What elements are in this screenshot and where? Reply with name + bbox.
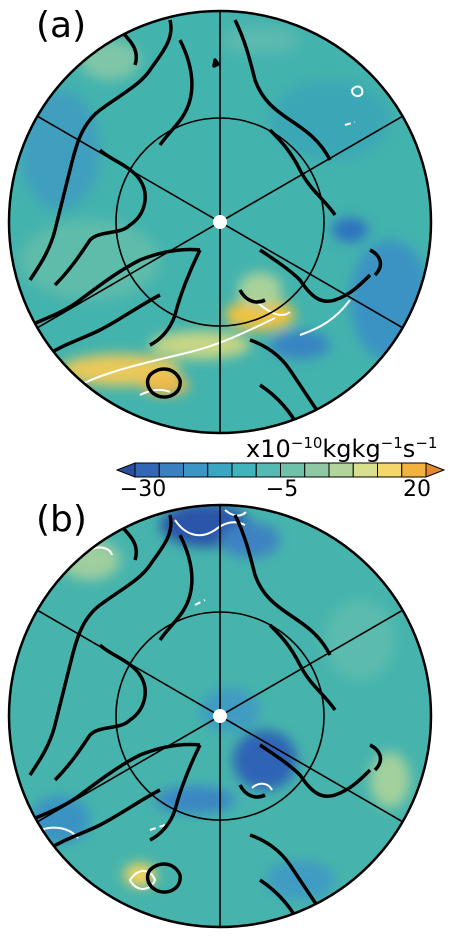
map-panel-a xyxy=(7,9,433,435)
coastlines-b xyxy=(19,514,383,926)
colorbar-cell xyxy=(377,462,403,478)
colorbar-cell xyxy=(255,462,281,478)
map-boundary-a xyxy=(7,9,433,435)
map-boundary-b xyxy=(7,503,433,929)
colorbar-tick-label: 20 xyxy=(403,477,431,502)
colorbar-tick-label: −30 xyxy=(120,477,166,502)
colorbar-cell xyxy=(183,462,209,478)
contours-a xyxy=(79,85,364,396)
colorbar: x10−10kgkg−1s−1 −30 −5 20 xyxy=(115,434,446,502)
colorbar-cell xyxy=(134,462,160,478)
map-panel-b xyxy=(7,503,433,929)
colorbar-cell xyxy=(401,462,427,478)
colorbar-tick-label: −5 xyxy=(266,477,298,502)
colorbar-cell xyxy=(231,462,257,478)
colorbar-unit-label: x10−10kgkg−1s−1 xyxy=(246,434,437,463)
panel-label-a: (a) xyxy=(36,5,87,46)
colorbar-cell xyxy=(352,462,378,478)
pole-marker-a xyxy=(213,215,227,229)
colorbar-cell xyxy=(158,462,184,478)
contours-b xyxy=(39,509,273,890)
colorbar-cell xyxy=(207,462,233,478)
colorbar-cell xyxy=(304,462,330,478)
colorbar-cell xyxy=(328,462,354,478)
pole-marker-b xyxy=(213,709,227,723)
colorbar-cell xyxy=(425,462,446,478)
colorbar-cells xyxy=(115,462,446,478)
panel-label-b: (b) xyxy=(36,499,87,540)
anomaly-field-b xyxy=(30,505,410,900)
colorbar-cell xyxy=(280,462,306,478)
colorbar-cell xyxy=(115,462,136,478)
